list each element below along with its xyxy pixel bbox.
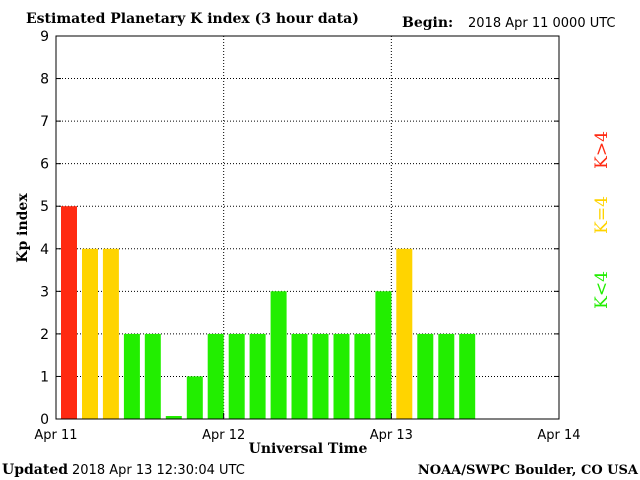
kp-bar: [459, 333, 476, 419]
kp-bar: [61, 206, 77, 419]
kp-bar: [249, 333, 266, 419]
updated-label: Updated: [2, 462, 68, 478]
y-tick-label: 2: [40, 327, 49, 343]
y-tick-label: 8: [40, 72, 49, 88]
kp-bar: [396, 248, 413, 419]
kp-bar: [291, 333, 308, 419]
x-tick-label: Apr 11: [34, 428, 77, 443]
y-axis-label: Kp index: [15, 193, 31, 263]
y-tick-label: 3: [40, 284, 49, 300]
kp-bar: [82, 248, 98, 419]
kp-bar: [375, 291, 392, 419]
kp-bar: [207, 333, 224, 419]
x-tick-label: Apr 13: [370, 428, 413, 443]
y-tick-label: 1: [40, 369, 49, 385]
y-tick-label: 9: [40, 29, 49, 45]
legend-mid-label: K=4: [592, 196, 612, 234]
kp-bar: [438, 333, 455, 419]
y-axis-ticks: 0 1 2 3 4 5 6 7 8 9: [40, 29, 559, 428]
kp-bar: [354, 333, 371, 419]
y-tick-label: 4: [40, 242, 49, 258]
updated-value: 2018 Apr 13 12:30:04 UTC: [72, 463, 245, 478]
x-axis-label: Universal Time: [249, 441, 368, 457]
chart-title: Estimated Planetary K index (3 hour data…: [26, 11, 359, 27]
kp-bar: [186, 376, 203, 419]
kp-bar: [102, 248, 119, 419]
kp-bar: [123, 333, 140, 419]
kp-bar: [312, 333, 329, 419]
y-tick-label: 6: [40, 157, 49, 173]
kp-bar: [144, 333, 161, 419]
kp-bar: [165, 416, 182, 419]
source-credit: NOAA/SWPC Boulder, CO USA: [418, 463, 639, 478]
legend-high-label: K>4: [592, 131, 612, 169]
y-tick-label: 0: [40, 412, 49, 428]
begin-value: 2018 Apr 11 0000 UTC: [468, 16, 616, 31]
bar-series: [61, 206, 476, 419]
plot-frame: [55, 35, 560, 420]
kp-bar: [417, 333, 434, 419]
y-tick-label: 7: [40, 114, 49, 130]
kp-bar: [333, 333, 350, 419]
kp-bar: [270, 291, 287, 419]
x-tick-label: Apr 14: [537, 428, 580, 443]
x-tick-label: Apr 12: [202, 428, 245, 443]
kp-bar: [228, 333, 245, 419]
x-axis-ticks: Apr 11 Apr 12 Apr 13 Apr 14: [34, 413, 581, 443]
legend-low-label: K<4: [592, 271, 612, 309]
begin-label: Begin:: [402, 15, 453, 31]
grid-lines: [56, 36, 559, 419]
y-tick-label: 5: [40, 199, 49, 215]
